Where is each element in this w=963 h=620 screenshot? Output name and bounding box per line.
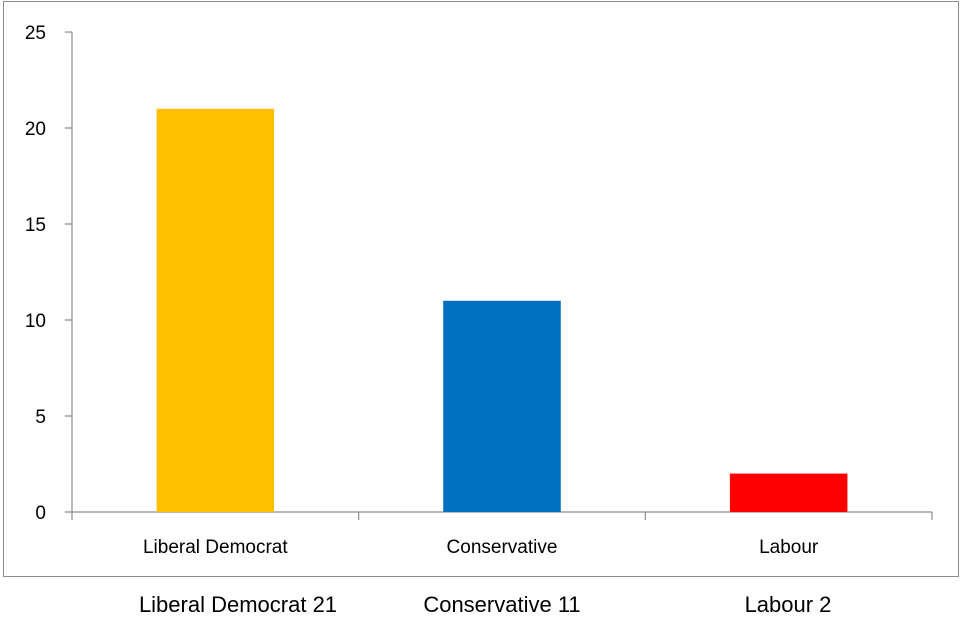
bar-chart: 0 5 10 15 20 25 Liberal Democrat Conservative La… — [25, 23, 933, 558]
bar-liberal-democrat — [156, 108, 275, 513]
y-tick-label: 0 — [35, 503, 46, 524]
y-tick-label: 5 — [35, 407, 46, 428]
caption-liberal-democrat: Liberal Democrat 21 — [138, 592, 338, 617]
bar-conservative — [443, 300, 561, 512]
caption-conservative: Conservative 11 — [423, 592, 581, 617]
bar-labour — [729, 473, 848, 512]
x-category-label: Conservative — [447, 537, 558, 558]
x-category-label: Liberal Democrat — [143, 537, 288, 558]
y-tick-label: 20 — [25, 119, 46, 140]
caption-labour: Labour 2 — [744, 592, 832, 617]
y-tick-label: 25 — [25, 23, 46, 44]
y-tick-label: 10 — [25, 311, 46, 332]
y-tick-label: 15 — [25, 215, 46, 236]
x-category-label: Labour — [759, 537, 819, 558]
